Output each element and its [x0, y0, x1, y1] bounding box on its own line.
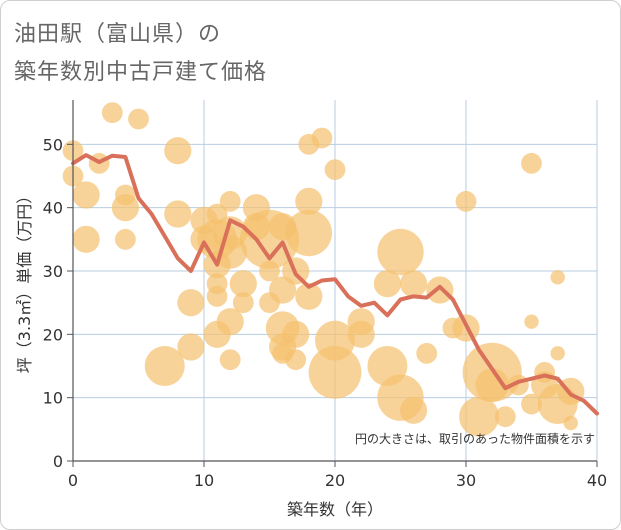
data-bubble	[416, 342, 438, 364]
data-bubble	[347, 320, 375, 348]
data-bubble	[521, 393, 542, 415]
data-bubble	[177, 333, 205, 361]
data-bubble	[455, 190, 477, 212]
data-bubble	[164, 137, 192, 165]
data-bubble	[269, 213, 297, 241]
data-bubble	[367, 346, 408, 386]
bubbles	[62, 102, 585, 437]
data-bubble	[400, 396, 428, 424]
data-bubble	[144, 346, 185, 386]
data-bubble	[373, 270, 401, 298]
data-bubble	[563, 415, 578, 431]
x-axis-label: 築年数（年）	[287, 500, 383, 519]
data-bubble	[206, 203, 228, 225]
data-bubble	[295, 187, 323, 215]
size-note: 円の大きさは、取引のあった物件面積を示す	[355, 431, 595, 446]
data-bubble	[219, 190, 241, 212]
data-bubble	[259, 260, 280, 282]
data-bubble	[308, 345, 362, 399]
data-bubble	[259, 292, 280, 314]
data-bubble	[72, 181, 100, 209]
data-bubble	[115, 184, 136, 206]
x-tick-label: 0	[68, 471, 78, 490]
x-tick-label: 40	[587, 471, 607, 490]
data-bubble	[400, 270, 428, 298]
data-bubble	[459, 396, 500, 437]
data-bubble	[232, 292, 254, 314]
x-tick-label: 20	[325, 471, 345, 490]
data-bubble	[295, 282, 323, 310]
chart-title-line2: 築年数別中古戸建て価格	[14, 60, 268, 85]
average-line	[71, 153, 599, 416]
data-bubble	[494, 406, 516, 428]
data-bubble	[315, 320, 355, 361]
data-bubble	[550, 346, 565, 361]
y-tick-label: 30	[43, 262, 63, 281]
data-bubble	[101, 102, 123, 124]
data-bubble	[282, 320, 310, 348]
data-bubble	[72, 225, 100, 253]
trend-line-group	[71, 153, 599, 416]
chart-title-line1: 油田駅（富山県）の	[14, 22, 222, 47]
data-bubble	[524, 314, 539, 329]
y-tick-label: 40	[43, 199, 63, 218]
data-bubble	[242, 194, 270, 222]
data-bubble	[534, 361, 555, 383]
data-bubble	[311, 127, 333, 149]
data-bubble	[475, 368, 510, 402]
data-bubble	[229, 270, 257, 298]
data-bubble	[426, 276, 454, 304]
y-tick-label: 0	[53, 452, 63, 471]
x-tick-label: 30	[456, 471, 476, 490]
y-tick-label: 20	[43, 325, 63, 344]
data-bubble	[206, 285, 228, 307]
y-tick-label: 10	[43, 389, 63, 408]
data-bubble	[164, 200, 192, 228]
data-bubble	[550, 270, 565, 285]
data-bubble	[285, 349, 307, 371]
data-bubble	[219, 349, 241, 371]
data-bubble	[190, 225, 218, 253]
data-bubble	[177, 289, 205, 317]
y-axis-label: 坪（3.3㎡）単価（万円）	[15, 188, 34, 373]
data-bubble	[285, 209, 332, 257]
data-bubble	[377, 228, 424, 276]
data-bubble	[128, 108, 149, 130]
data-bubble	[442, 317, 464, 339]
data-bubble	[115, 228, 136, 250]
x-tick-label: 10	[194, 471, 214, 490]
data-bubble	[216, 308, 244, 336]
y-tick-label: 50	[43, 135, 63, 154]
data-bubble	[521, 152, 542, 174]
data-bubble	[324, 159, 346, 181]
data-bubble	[242, 213, 270, 241]
axes: 0 10 20 30 40 0 10 20 30 40 50	[43, 100, 607, 490]
